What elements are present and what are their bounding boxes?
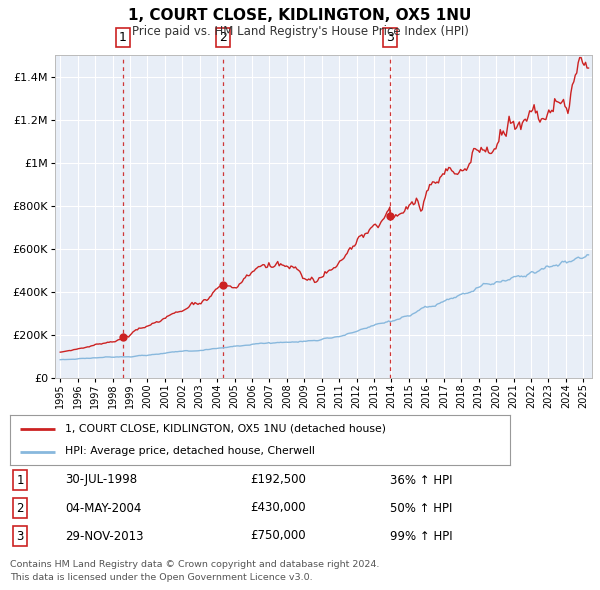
Text: £750,000: £750,000 (250, 529, 305, 542)
Text: 30-JUL-1998: 30-JUL-1998 (65, 474, 137, 487)
Text: £430,000: £430,000 (250, 502, 305, 514)
Text: 1: 1 (16, 474, 24, 487)
Text: This data is licensed under the Open Government Licence v3.0.: This data is licensed under the Open Gov… (10, 573, 313, 582)
Text: 50% ↑ HPI: 50% ↑ HPI (390, 502, 452, 514)
Text: 3: 3 (16, 529, 23, 542)
Text: 1, COURT CLOSE, KIDLINGTON, OX5 1NU (detached house): 1, COURT CLOSE, KIDLINGTON, OX5 1NU (det… (65, 424, 386, 434)
Text: 2: 2 (219, 31, 227, 44)
Text: 04-MAY-2004: 04-MAY-2004 (65, 502, 142, 514)
Text: 1: 1 (119, 31, 127, 44)
Text: 36% ↑ HPI: 36% ↑ HPI (390, 474, 452, 487)
Text: HPI: Average price, detached house, Cherwell: HPI: Average price, detached house, Cher… (65, 447, 315, 457)
Text: 3: 3 (386, 31, 394, 44)
Text: 2: 2 (16, 502, 24, 514)
Text: 1, COURT CLOSE, KIDLINGTON, OX5 1NU: 1, COURT CLOSE, KIDLINGTON, OX5 1NU (128, 8, 472, 23)
Text: 99% ↑ HPI: 99% ↑ HPI (390, 529, 452, 542)
Text: Price paid vs. HM Land Registry's House Price Index (HPI): Price paid vs. HM Land Registry's House … (131, 25, 469, 38)
Text: 29-NOV-2013: 29-NOV-2013 (65, 529, 143, 542)
Text: Contains HM Land Registry data © Crown copyright and database right 2024.: Contains HM Land Registry data © Crown c… (10, 560, 379, 569)
Text: £192,500: £192,500 (250, 474, 306, 487)
